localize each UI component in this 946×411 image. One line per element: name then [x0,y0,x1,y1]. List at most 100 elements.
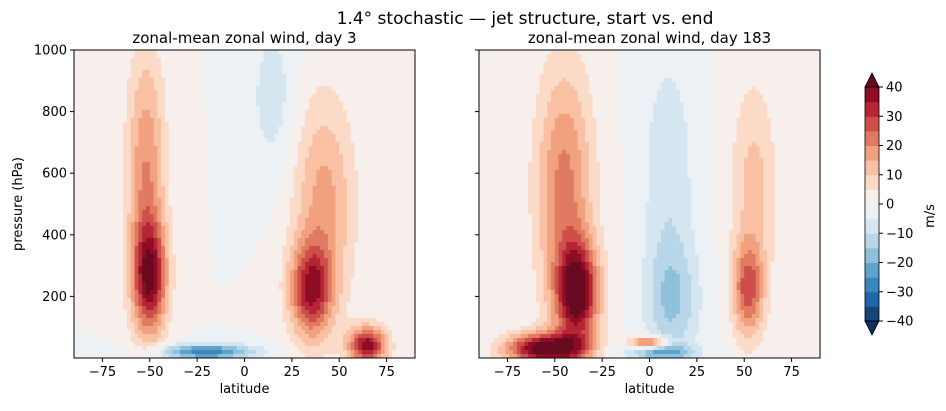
contour-cell [244,270,249,275]
contour-cell [255,86,261,91]
contour-cell [286,206,291,211]
contour-cell [206,294,211,299]
contour-cell [180,302,185,307]
contour-cell [92,82,98,87]
contour-cell [92,346,98,351]
contour-cell [210,54,215,59]
contour-cell [199,346,204,351]
contour-cell [252,238,257,243]
contour-cell [286,94,291,99]
contour-cell [206,114,211,119]
contour-cell [172,270,177,275]
contour-cell [164,330,170,335]
contour-cell [316,302,321,307]
contour-cell [145,290,151,295]
contour-cell [85,86,90,91]
contour-cell [172,322,177,327]
contour-cell [278,66,283,71]
contour-cell [217,146,223,151]
contour-cell [305,322,310,327]
contour-cell [248,70,253,75]
contour-cell [77,146,83,151]
contour-cell [115,158,121,163]
contour-cell [282,154,287,159]
contour-cell [168,202,174,207]
contour-cell [183,86,189,91]
contour-cell [289,174,295,179]
contour-cell [138,322,143,327]
contour-cell [229,286,234,291]
contour-cell [157,86,162,91]
contour-cell [187,278,193,283]
contour-cell [308,66,314,71]
contour-cell [267,126,272,131]
contour-cell [316,294,321,299]
contour-cell [168,162,174,167]
contour-cell [168,82,174,87]
contour-cell [221,286,227,291]
contour-cell [111,78,117,83]
contour-cell [259,322,265,327]
contour-cell [240,238,246,243]
contour-cell [244,286,249,291]
contour-cell [274,134,280,139]
contour-cell [85,346,90,351]
contour-cell [74,198,79,203]
contour-cell [89,66,94,71]
contour-cell [115,302,121,307]
contour-cell [119,350,124,355]
contour-cell [127,158,132,163]
contour-cell [206,214,211,219]
contour-cell [123,178,128,183]
contour-cell [289,318,295,323]
contour-cell [191,294,196,299]
contour-cell [305,254,310,259]
contour-cell [316,142,321,147]
contour-cell [301,234,306,239]
contour-cell [293,210,299,215]
contour-cell [130,118,136,123]
contour-cell [195,118,200,123]
contour-cell [127,170,132,175]
contour-cell [134,334,140,339]
contour-cell [233,270,238,275]
contour-cell [289,206,295,211]
contour-cell [236,54,242,59]
contour-cell [312,214,318,219]
contour-cell [104,350,109,355]
contour-cell [305,58,310,63]
contour-cell [236,94,242,99]
contour-cell [77,338,83,343]
contour-cell [289,154,295,159]
contour-cell [168,110,174,115]
contour-cell [180,78,185,83]
contour-cell [191,58,196,63]
contour-cell [286,334,291,339]
contour-cell [289,234,295,239]
contour-cell [157,194,162,199]
contour-cell [293,246,299,251]
contour-cell [244,258,249,263]
contour-cell [233,262,238,267]
contour-cell [142,90,147,95]
contour-cell [85,274,90,279]
contour-cell [92,310,98,315]
contour-cell [301,258,306,263]
contour-cell [81,194,86,199]
contour-cell [214,338,219,343]
contour-cell [96,154,102,159]
contour-cell [138,262,143,267]
contour-cell [293,158,299,163]
contour-cell [316,230,321,235]
contour-cell [149,222,155,227]
contour-cell [123,234,128,239]
contour-cell [172,154,177,159]
contour-cell [312,310,318,315]
contour-cell [176,222,181,227]
contour-cell [252,310,257,315]
contour-cell [142,294,147,299]
contour-cell [191,258,196,263]
contour-cell [81,186,86,191]
contour-cell [142,194,147,199]
contour-cell [236,86,242,91]
